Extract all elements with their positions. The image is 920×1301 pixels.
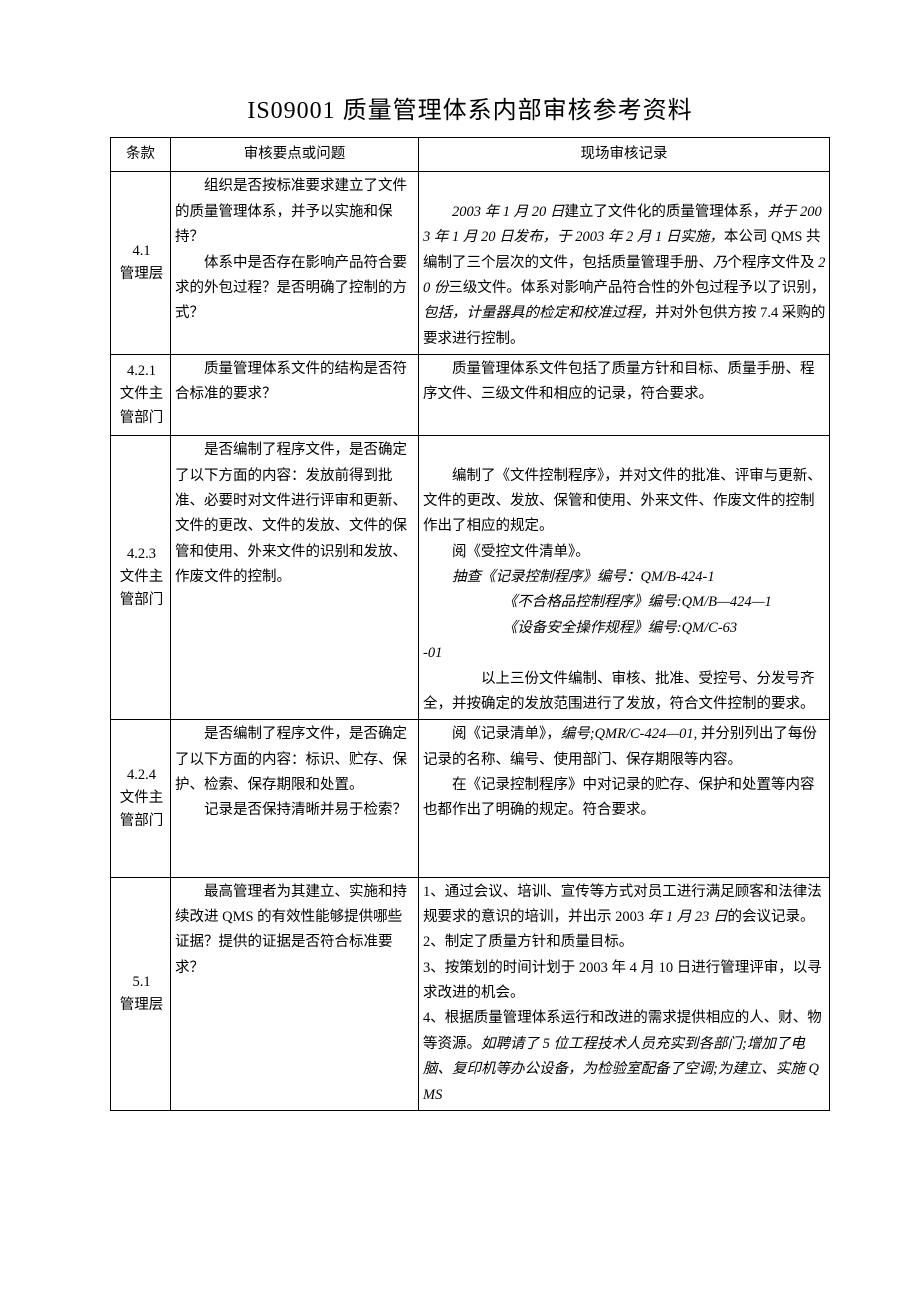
record-cell: 编制了《文件控制程序》，并对文件的批准、评审与更新、文件的更改、发放、保管和使用… — [419, 436, 830, 720]
clause-cell: 4.2.4文件主管部门 — [111, 720, 171, 877]
audit-table: 条款 审核要点或问题 现场审核记录 4.1管理层 组织是否按标准要求建立了文件的… — [110, 137, 830, 1111]
table-row: 5.1管理层 最高管理者为其建立、实施和持续改进 QMS 的有效性能够提供哪些证… — [111, 877, 830, 1110]
points-cell: 是否编制了程序文件，是否确定了以下方面的内容：发放前得到批准、必要时对文件进行评… — [171, 436, 419, 720]
points-cell: 最高管理者为其建立、实施和持续改进 QMS 的有效性能够提供哪些证据？提供的证据… — [171, 877, 419, 1110]
table-row: 4.2.1文件主管部门 质量管理体系文件的结构是否符合标准的要求？质量管理体系文… — [111, 355, 830, 436]
table-header-row: 条款 审核要点或问题 现场审核记录 — [111, 138, 830, 172]
points-cell: 组织是否按标准要求建立了文件的质量管理体系，并予以实施和保持？ 体系中是否存在影… — [171, 172, 419, 355]
record-cell: 1、通过会议、培训、宣传等方式对员工进行满足顾客和法律法规要求的意识的培训，并出… — [419, 877, 830, 1110]
clause-cell: 5.1管理层 — [111, 877, 171, 1110]
clause-cell: 4.2.1文件主管部门 — [111, 355, 171, 436]
clause-cell: 4.2.3文件主管部门 — [111, 436, 171, 720]
points-cell: 质量管理体系文件的结构是否符合标准的要求？ — [171, 355, 419, 436]
record-cell: 阅《记录清单》，编号;QMR/C-424—01, 并分别列出了每份记录的名称、编… — [419, 720, 830, 877]
table-row: 4.1管理层 组织是否按标准要求建立了文件的质量管理体系，并予以实施和保持？ 体… — [111, 172, 830, 355]
record-cell: 2003 年 1 月 20 日建立了文件化的质量管理体系，并于 2003 年 1… — [419, 172, 830, 355]
header-clause: 条款 — [111, 138, 171, 172]
table-row: 4.2.3文件主管部门 是否编制了程序文件，是否确定了以下方面的内容：发放前得到… — [111, 436, 830, 720]
points-cell: 是否编制了程序文件，是否确定了以下方面的内容：标识、贮存、保护、检索、保存期限和… — [171, 720, 419, 877]
clause-cell: 4.1管理层 — [111, 172, 171, 355]
header-record: 现场审核记录 — [419, 138, 830, 172]
header-points: 审核要点或问题 — [171, 138, 419, 172]
record-cell: 质量管理体系文件包括了质量方针和目标、质量手册、程序文件、三级文件和相应的记录，… — [419, 355, 830, 436]
page-title: IS09001 质量管理体系内部审核参考资料 — [110, 90, 830, 125]
table-row: 4.2.4文件主管部门 是否编制了程序文件，是否确定了以下方面的内容：标识、贮存… — [111, 720, 830, 877]
